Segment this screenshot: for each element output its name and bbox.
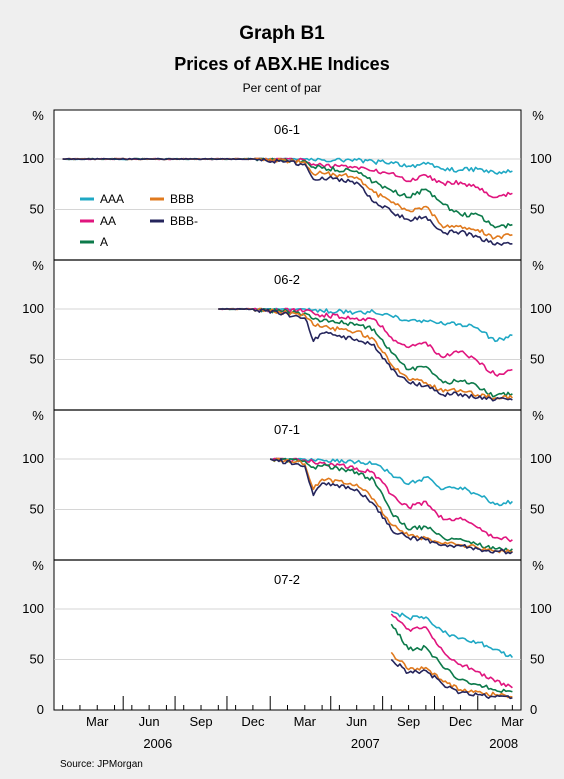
- series-line-a: [390, 623, 513, 694]
- y-tick-label-right: 100: [530, 451, 552, 466]
- chart-subtitle: Prices of ABX.HE Indices: [174, 54, 389, 74]
- series-line-bbb: [269, 457, 513, 554]
- x-tick-label: Dec: [449, 714, 473, 729]
- x-year-label: 2008: [489, 736, 518, 751]
- y-tick-label-left: 100: [22, 601, 44, 616]
- panels: 06-1 50 50 100 100% % 06-2 50 50 100 100% % 07-1 50 50…: [22, 108, 551, 717]
- series-line-bbbminus: [62, 157, 513, 246]
- y-tick-label-right: 100: [530, 151, 552, 166]
- series-line-bbbminus: [218, 307, 513, 402]
- x-tick-label: Sep: [189, 714, 212, 729]
- y-tick-label-right: 100: [530, 601, 552, 616]
- y-tick-label-right: 50: [530, 502, 544, 517]
- panel-title: 06-2: [274, 272, 300, 287]
- chart-title: Graph B1: [239, 23, 325, 44]
- y-unit-left: %: [32, 258, 44, 273]
- y-unit-right: %: [532, 408, 544, 423]
- series-line-aaa: [218, 307, 513, 343]
- series-line-bbbminus: [390, 658, 513, 700]
- legend-item-aaa: AAA: [80, 192, 124, 206]
- x-tick-label: Mar: [86, 714, 109, 729]
- x-tick-label: Dec: [241, 714, 265, 729]
- y-tick-label-left: 100: [22, 451, 44, 466]
- x-tick-label: Sep: [397, 714, 420, 729]
- legend-item-a: A: [80, 235, 108, 249]
- y-tick-label-right: 100: [530, 301, 552, 316]
- x-tick-label: Jun: [346, 714, 367, 729]
- panel-07-2: 07-2 0 0 50 50 100 100%%: [22, 558, 551, 717]
- y-tick-label-right: 50: [530, 352, 544, 367]
- x-tick-label: Jun: [139, 714, 160, 729]
- legend-item-bbbminus: BBB-: [150, 214, 198, 228]
- y-tick-label-left: 50: [30, 502, 44, 517]
- x-axis: Mar Jun Sep Dec Mar Jun Sep Dec Mar 2006 2007 2008: [62, 696, 524, 751]
- source-note: Source: JPMorgan: [60, 759, 143, 770]
- y-tick-label-right: 0: [530, 702, 537, 717]
- y-unit-right: %: [532, 108, 544, 123]
- legend-item-aa: AA: [80, 214, 116, 228]
- panel-06-2: 06-2 50 50 100 100%%: [22, 258, 552, 402]
- y-unit-right: %: [532, 258, 544, 273]
- series-line-bbbminus: [269, 458, 513, 555]
- y-unit-right: %: [532, 558, 544, 573]
- panel-07-1: 07-1 50 50 100 100%%: [22, 408, 552, 555]
- y-tick-label-right: 50: [530, 652, 544, 667]
- y-unit-left: %: [32, 558, 44, 573]
- series-line-aa: [269, 457, 513, 543]
- series-line-aa: [390, 613, 513, 689]
- y-unit-left: %: [32, 408, 44, 423]
- x-year-label: 2007: [351, 736, 380, 751]
- legend-label: BBB: [170, 192, 194, 206]
- y-tick-label-left: 0: [37, 702, 44, 717]
- unit-label: Per cent of par: [243, 81, 322, 95]
- x-year-label: 2006: [143, 736, 172, 751]
- legend-label: AA: [100, 214, 116, 228]
- y-tick-label-left: 50: [30, 352, 44, 367]
- legend-label: A: [100, 235, 108, 249]
- series-line-a: [269, 457, 513, 552]
- y-unit-left: %: [32, 108, 44, 123]
- series-line-aaa: [390, 610, 514, 659]
- legend-item-bbb: BBB: [150, 192, 194, 206]
- panel-title: 06-1: [274, 122, 300, 137]
- y-tick-label-right: 50: [530, 202, 544, 217]
- y-tick-label-left: 100: [22, 301, 44, 316]
- x-tick-label: Mar: [294, 714, 317, 729]
- panel-title: 07-1: [274, 422, 300, 437]
- panel-title: 07-2: [274, 572, 300, 587]
- legend-label: AAA: [100, 192, 124, 206]
- y-tick-label-left: 50: [30, 202, 44, 217]
- legend-label: BBB-: [170, 214, 198, 228]
- y-tick-label-left: 50: [30, 652, 44, 667]
- y-tick-label-left: 100: [22, 151, 44, 166]
- panel-06-1: 06-1 50 50 100 100%%: [22, 108, 552, 246]
- x-tick-label: Mar: [501, 714, 524, 729]
